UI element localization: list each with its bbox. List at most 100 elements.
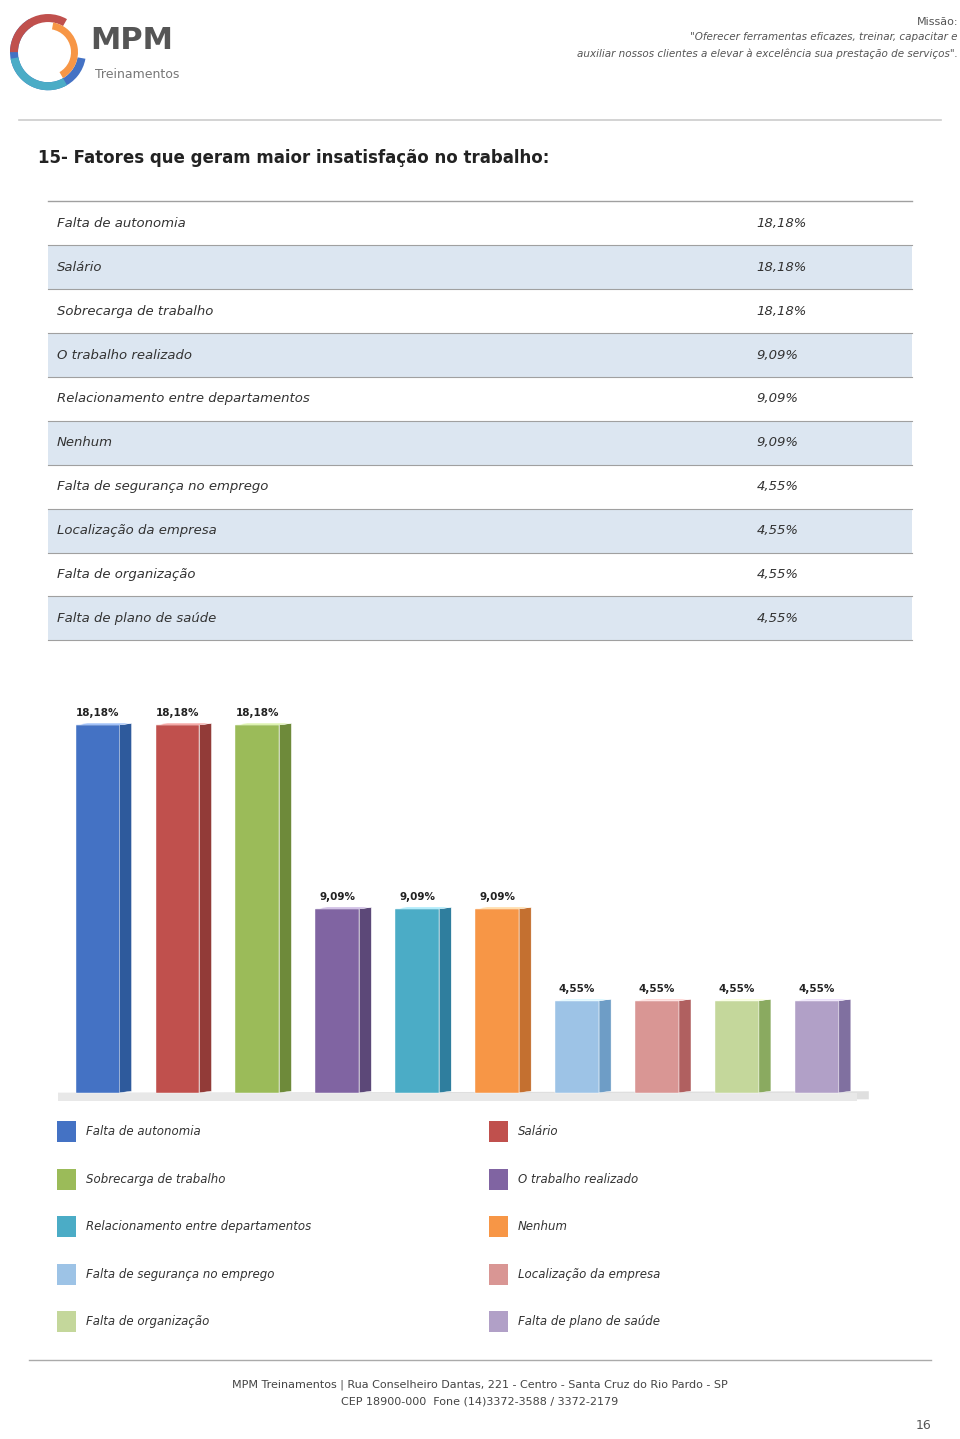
Polygon shape (555, 999, 612, 1000)
Text: Relacionamento entre departamentos: Relacionamento entre departamentos (86, 1220, 311, 1233)
Polygon shape (156, 724, 211, 725)
FancyBboxPatch shape (76, 725, 120, 1092)
Text: 18,18%: 18,18% (756, 260, 806, 273)
Text: Falta de organização: Falta de organização (57, 568, 195, 581)
FancyBboxPatch shape (315, 909, 359, 1092)
Polygon shape (76, 724, 132, 725)
Text: Falta de autonomia: Falta de autonomia (86, 1125, 201, 1138)
Polygon shape (599, 999, 612, 1092)
Polygon shape (475, 907, 531, 909)
Text: 4,55%: 4,55% (719, 984, 756, 994)
FancyBboxPatch shape (475, 909, 519, 1092)
Polygon shape (679, 999, 691, 1092)
Text: Salário: Salário (518, 1125, 559, 1138)
FancyBboxPatch shape (48, 289, 912, 332)
Text: Localização da empresa: Localização da empresa (518, 1268, 660, 1281)
Text: 18,18%: 18,18% (156, 708, 200, 718)
FancyBboxPatch shape (48, 508, 912, 553)
Polygon shape (759, 999, 771, 1092)
FancyBboxPatch shape (48, 420, 912, 465)
Polygon shape (359, 907, 372, 1092)
Text: Treinamentos: Treinamentos (95, 68, 180, 81)
Text: Sobrecarga de trabalho: Sobrecarga de trabalho (86, 1173, 226, 1186)
Text: 4,55%: 4,55% (756, 612, 799, 625)
FancyBboxPatch shape (235, 725, 279, 1092)
Polygon shape (279, 724, 292, 1092)
FancyBboxPatch shape (715, 1000, 759, 1092)
Text: 4,55%: 4,55% (559, 984, 595, 994)
Text: Relacionamento entre departamentos: Relacionamento entre departamentos (57, 393, 309, 406)
FancyBboxPatch shape (156, 725, 200, 1092)
FancyBboxPatch shape (48, 465, 912, 508)
FancyBboxPatch shape (57, 1311, 76, 1333)
Text: Falta de autonomia: Falta de autonomia (57, 217, 185, 230)
Polygon shape (636, 999, 691, 1000)
Text: MPM Treinamentos | Rua Conselheiro Dantas, 221 - Centro - Santa Cruz do Rio Pard: MPM Treinamentos | Rua Conselheiro Danta… (232, 1379, 728, 1406)
Text: 16: 16 (916, 1419, 931, 1432)
Text: Salário: Salário (57, 260, 102, 273)
FancyBboxPatch shape (48, 201, 912, 245)
Polygon shape (120, 724, 132, 1092)
FancyBboxPatch shape (48, 596, 912, 640)
Polygon shape (315, 907, 372, 909)
Text: Falta de segurança no emprego: Falta de segurança no emprego (57, 481, 268, 494)
Polygon shape (440, 907, 451, 1092)
FancyBboxPatch shape (795, 1000, 839, 1092)
FancyBboxPatch shape (57, 1121, 76, 1143)
Text: 18,18%: 18,18% (76, 708, 119, 718)
Polygon shape (715, 999, 771, 1000)
FancyBboxPatch shape (489, 1168, 508, 1190)
Polygon shape (839, 999, 851, 1092)
Polygon shape (519, 907, 531, 1092)
Text: 9,09%: 9,09% (756, 436, 799, 449)
Text: Missão:: Missão: (917, 17, 958, 27)
FancyBboxPatch shape (555, 1000, 599, 1092)
Text: auxiliar nossos clientes a elevar à excelência sua prestação de serviços".: auxiliar nossos clientes a elevar à exce… (577, 47, 958, 59)
FancyBboxPatch shape (57, 1168, 76, 1190)
FancyBboxPatch shape (636, 1000, 679, 1092)
Wedge shape (11, 58, 67, 91)
Polygon shape (396, 907, 451, 909)
Text: 9,09%: 9,09% (756, 348, 799, 361)
Text: 15- Fatores que geram maior insatisfação no trabalho:: 15- Fatores que geram maior insatisfação… (38, 150, 550, 167)
Text: Nenhum: Nenhum (57, 436, 112, 449)
Text: 18,18%: 18,18% (756, 217, 806, 230)
FancyBboxPatch shape (489, 1121, 508, 1143)
FancyBboxPatch shape (57, 1263, 76, 1285)
Text: O trabalho realizado: O trabalho realizado (57, 348, 192, 361)
Text: MPM: MPM (90, 26, 173, 55)
Text: Falta de plano de saúde: Falta de plano de saúde (518, 1315, 660, 1328)
FancyBboxPatch shape (48, 553, 912, 596)
Polygon shape (200, 724, 211, 1092)
FancyBboxPatch shape (489, 1216, 508, 1238)
Text: Falta de plano de saúde: Falta de plano de saúde (57, 612, 216, 625)
Text: 9,09%: 9,09% (479, 892, 516, 902)
FancyBboxPatch shape (489, 1311, 508, 1333)
Text: 4,55%: 4,55% (638, 984, 675, 994)
FancyBboxPatch shape (396, 909, 440, 1092)
Text: 4,55%: 4,55% (799, 984, 835, 994)
Wedge shape (10, 14, 67, 52)
Text: 18,18%: 18,18% (756, 305, 806, 318)
Text: 4,55%: 4,55% (756, 481, 799, 494)
Text: Falta de segurança no emprego: Falta de segurança no emprego (86, 1268, 275, 1281)
FancyBboxPatch shape (58, 1092, 857, 1101)
Text: 9,09%: 9,09% (399, 892, 435, 902)
Text: 9,09%: 9,09% (756, 393, 799, 406)
Polygon shape (795, 999, 851, 1000)
Text: "Oferecer ferramentas eficazes, treinar, capacitar e: "Oferecer ferramentas eficazes, treinar,… (690, 32, 958, 42)
Text: O trabalho realizado: O trabalho realizado (518, 1173, 638, 1186)
Polygon shape (58, 1091, 869, 1101)
Text: Nenhum: Nenhum (518, 1220, 568, 1233)
Polygon shape (235, 724, 292, 725)
Text: Falta de organização: Falta de organização (86, 1315, 209, 1328)
FancyBboxPatch shape (489, 1263, 508, 1285)
FancyBboxPatch shape (48, 332, 912, 377)
Text: 18,18%: 18,18% (235, 708, 279, 718)
FancyBboxPatch shape (57, 1216, 76, 1238)
Text: 4,55%: 4,55% (756, 568, 799, 581)
FancyBboxPatch shape (48, 377, 912, 420)
Text: 4,55%: 4,55% (756, 524, 799, 537)
Wedge shape (10, 19, 85, 91)
FancyBboxPatch shape (48, 245, 912, 289)
